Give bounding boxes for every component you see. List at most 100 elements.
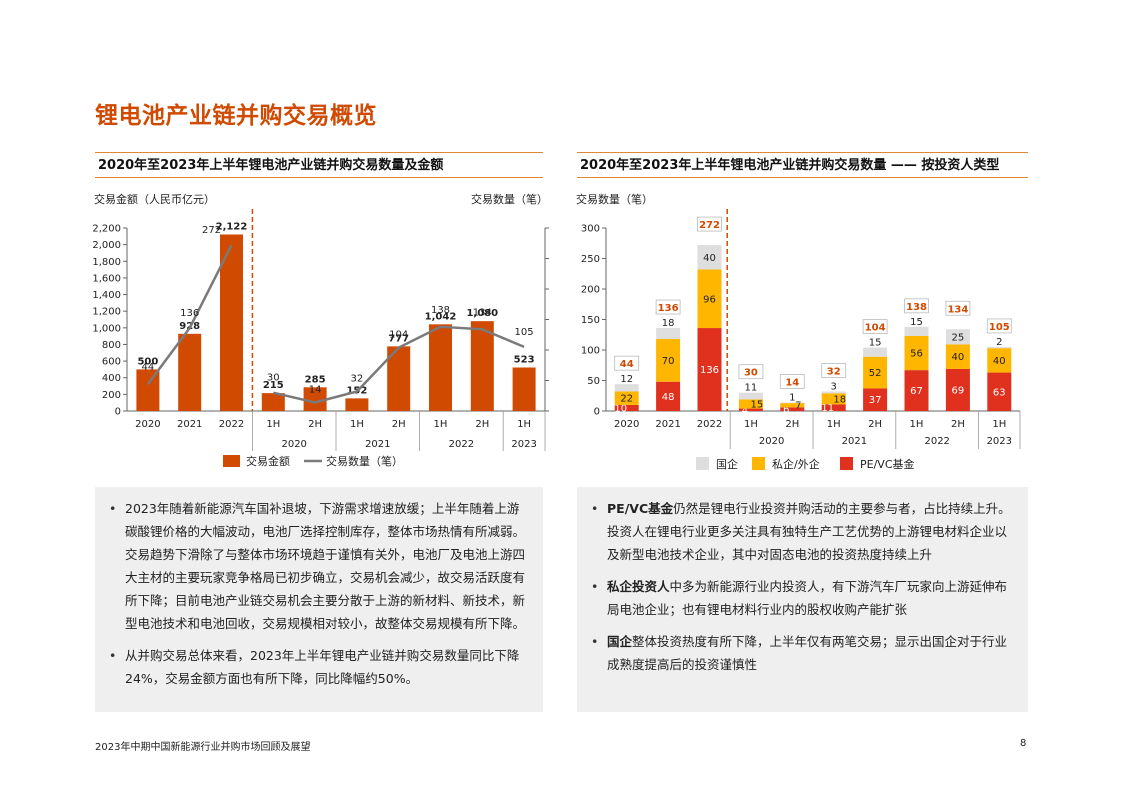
right-note-item: 私企投资人中多为新能源行业内投资人，有下游汽车厂玩家向上游延伸布局电池企业；也有… [587, 575, 1014, 621]
state-segment-label: 15 [869, 338, 882, 349]
private-segment [945, 344, 970, 369]
total-box [862, 319, 888, 334]
deal-count-label: 272 [202, 225, 221, 236]
y-tick-label: 800 [102, 340, 121, 351]
value-bar-label: 523 [514, 354, 535, 365]
deal-count-label: 134 [473, 307, 492, 318]
deal-count-line [273, 325, 525, 404]
private-segment-label: 22 [620, 394, 633, 405]
legend-swatch [840, 457, 853, 470]
private-segment [656, 339, 681, 382]
page-number: 8 [1020, 738, 1027, 749]
pevc-segment-label: 37 [869, 395, 882, 406]
state-segment [780, 402, 805, 404]
x-tick-label: 1H [827, 419, 841, 430]
value-bar [136, 369, 160, 411]
pevc-segment-label: 67 [910, 386, 923, 397]
x-tick-label: 2021 [177, 419, 202, 430]
state-segment-label: 3 [831, 381, 837, 392]
x-group-label: 2023 [511, 439, 536, 450]
pevc-segment [738, 408, 763, 411]
legend-label: 国企 [716, 457, 738, 471]
value-bar [345, 398, 369, 411]
pevc-segment-label: 4 [742, 405, 748, 416]
deal-count-label: 32 [351, 373, 364, 384]
private-segment [614, 391, 639, 405]
value-bar-label: 215 [263, 380, 284, 391]
y-tick-label: 200 [102, 390, 121, 401]
total-label: 44 [620, 359, 634, 370]
y-tick-label: 1,600 [92, 273, 121, 284]
y-tick-label: 1,200 [92, 307, 121, 318]
x-group-label: 2023 [987, 436, 1012, 447]
value-bar [178, 333, 202, 411]
y-tick-label: 2,000 [92, 240, 121, 251]
footer-title: 2023年中期中国新能源行业并购市场回顾及展望 [95, 742, 311, 753]
value-bar-label: 500 [137, 356, 158, 367]
y-tick-label: 200 [581, 285, 600, 296]
total-box [697, 216, 722, 232]
legend-swatch [696, 457, 709, 470]
private-segment-label: 96 [703, 294, 716, 305]
total-box [738, 364, 764, 380]
y-tick-label: 150 [581, 315, 600, 326]
total-box [821, 363, 847, 378]
total-label: 30 [744, 368, 758, 379]
private-segment [987, 348, 1012, 373]
value-bar [261, 393, 285, 411]
left-note-item: 从并购交易总体来看，2023年上半年锂电产业链并购交易数量同比下降24%，交易金… [105, 644, 529, 690]
pevc-segment [904, 370, 929, 411]
total-label: 134 [947, 304, 968, 315]
private-segment [780, 403, 805, 408]
pevc-segment-label: 48 [662, 392, 675, 403]
state-segment [863, 347, 888, 357]
total-box [904, 298, 929, 314]
x-tick-label: 1H [434, 419, 448, 430]
legend-label: 交易数量（笔） [326, 454, 403, 468]
private-segment-label: 15 [751, 399, 764, 410]
private-segment [904, 335, 929, 371]
value-bar-label: 285 [305, 374, 326, 385]
state-segment-label: 18 [662, 318, 675, 329]
deal-count-label: 136 [180, 308, 199, 319]
y-tick-label: 2,200 [92, 224, 121, 235]
private-segment-label: 40 [952, 352, 965, 363]
private-segment [697, 269, 722, 329]
x-tick-label: 2022 [219, 419, 244, 430]
deal-value-count-chart: 交易金额（人民币亿元） 交易数量（笔） 0 200 400 600 800 1,000 1,20… [92, 192, 549, 468]
pevc-segment-label: 63 [993, 387, 1006, 398]
state-segment-label: 40 [703, 253, 716, 264]
state-segment-label: 2 [996, 337, 1002, 348]
right-notes-box: PE/VC基金仍然是锂电行业投资并购活动的主要参与者，占比持续上升。投资人在锂电… [577, 487, 1028, 712]
page-title: 锂电池产业链并购交易概览 [95, 103, 377, 129]
total-box [779, 374, 805, 389]
deal-count-line [146, 244, 233, 385]
legend-label: 交易金额 [246, 454, 290, 468]
y-tick-label: 100 [581, 346, 600, 357]
left-note-item: 2023年随着新能源汽车国补退坡，下游需求增速放缓；上半年随着上游碳酸锂价格的大… [105, 497, 529, 635]
x-group-label: 2021 [842, 436, 867, 447]
x-tick-label: 1H [910, 419, 924, 430]
value-bar-label: 2,122 [216, 221, 248, 232]
private-segment-label: 18 [833, 394, 846, 405]
y-tick-label: 50 [587, 376, 600, 387]
total-label: 14 [785, 377, 799, 388]
y-tick-label: 1,000 [92, 323, 121, 334]
deal-count-label: 138 [431, 305, 450, 316]
investor-type-chart: 交易数量（笔）050100150200250300102212444870181… [576, 192, 1021, 471]
y-tick-label: 0 [594, 407, 600, 418]
private-segment-label: 7 [795, 401, 801, 412]
pevc-segment [821, 404, 846, 411]
value-bar-label: 1,042 [425, 311, 457, 322]
y-tick-label: 250 [581, 254, 600, 265]
x-tick-label: 1H [350, 419, 364, 430]
y-tick-label: 1,400 [92, 290, 121, 301]
left-notes-box: 2023年随着新能源汽车国补退坡，下游需求增速放缓；上半年随着上游碳酸锂价格的大… [95, 487, 543, 712]
y-axis-title: 交易数量（笔） [576, 192, 653, 206]
private-segment-label: 70 [662, 356, 675, 367]
state-segment-label: 12 [620, 374, 633, 385]
value-bar [512, 367, 536, 411]
pevc-segment [614, 404, 639, 411]
x-group-label: 2022 [449, 439, 474, 450]
right-note-item: 国企整体投资热度有所下降，上半年仅有两笔交易；显示出国企对于行业成熟度提高后的投… [587, 630, 1014, 676]
